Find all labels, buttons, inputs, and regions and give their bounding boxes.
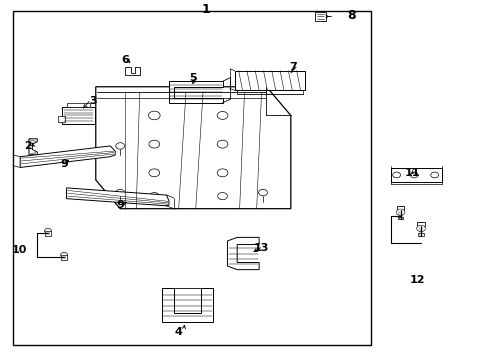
Circle shape: [61, 252, 67, 257]
Text: 2: 2: [23, 141, 31, 151]
Circle shape: [258, 189, 267, 196]
Text: 10: 10: [12, 245, 27, 255]
Text: 7: 7: [289, 62, 297, 72]
Circle shape: [392, 172, 400, 178]
Circle shape: [116, 143, 124, 149]
Polygon shape: [227, 237, 259, 270]
Polygon shape: [96, 87, 290, 209]
Circle shape: [149, 140, 159, 148]
Text: 3: 3: [89, 96, 97, 106]
Bar: [61, 107, 95, 124]
Polygon shape: [168, 81, 222, 103]
Circle shape: [409, 172, 417, 178]
Circle shape: [217, 112, 227, 120]
Text: 1: 1: [201, 3, 209, 16]
Text: 6: 6: [121, 55, 129, 65]
Polygon shape: [125, 67, 140, 75]
Bar: [13, 12, 370, 345]
Circle shape: [395, 209, 404, 216]
Text: 9: 9: [116, 200, 124, 210]
Bar: [397, 217, 403, 220]
Bar: [416, 222, 424, 226]
Text: 4: 4: [174, 327, 182, 337]
Polygon shape: [161, 288, 212, 321]
Polygon shape: [66, 188, 168, 206]
Circle shape: [430, 172, 438, 178]
Text: 11: 11: [404, 168, 420, 178]
Bar: [396, 206, 404, 210]
Bar: [417, 233, 423, 235]
Circle shape: [44, 228, 51, 233]
Bar: [390, 168, 441, 182]
Bar: [58, 116, 65, 122]
Text: 8: 8: [347, 9, 355, 22]
Polygon shape: [20, 146, 115, 167]
Polygon shape: [29, 139, 37, 155]
Circle shape: [217, 193, 227, 200]
Text: 13: 13: [253, 243, 269, 253]
Circle shape: [149, 169, 159, 177]
Bar: [234, 71, 305, 90]
Circle shape: [148, 111, 160, 120]
Bar: [315, 12, 325, 21]
Circle shape: [149, 193, 159, 200]
Circle shape: [217, 140, 227, 148]
Bar: [44, 231, 51, 235]
Circle shape: [416, 225, 425, 231]
Text: 12: 12: [409, 275, 425, 285]
Bar: [66, 103, 90, 107]
Circle shape: [217, 169, 227, 177]
Circle shape: [116, 189, 124, 196]
Bar: [61, 255, 67, 260]
Text: 9: 9: [60, 159, 68, 169]
Text: 5: 5: [189, 73, 197, 83]
